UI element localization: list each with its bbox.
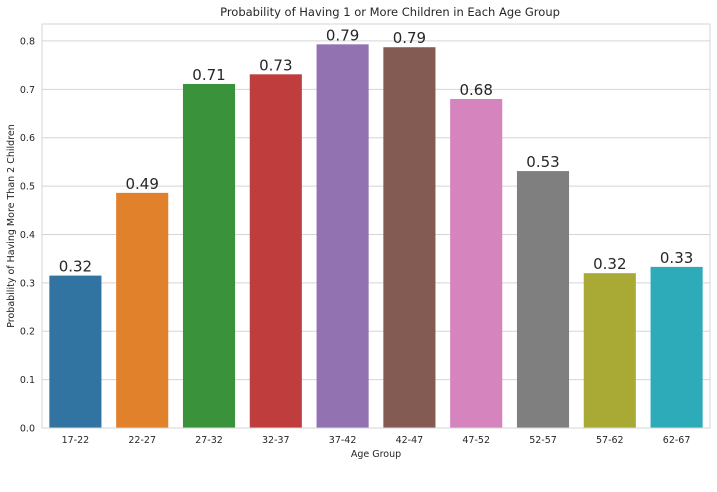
y-tick-label: 0.4 bbox=[20, 230, 35, 241]
y-tick-label: 0.8 bbox=[20, 36, 35, 47]
x-tick-label: 52-57 bbox=[529, 435, 557, 446]
bar-62-67 bbox=[650, 266, 703, 428]
data-label: 0.73 bbox=[259, 56, 292, 74]
x-tick-label: 42-47 bbox=[396, 435, 424, 446]
y-tick-labels: 0.0 0.1 0.2 0.3 0.4 0.5 0.6 0.7 0.8 bbox=[20, 36, 35, 434]
bar-42-47 bbox=[383, 47, 436, 429]
x-axis-label: Age Group bbox=[351, 449, 401, 460]
bar-52-57 bbox=[516, 171, 570, 429]
x-tick-label: 57-62 bbox=[596, 435, 624, 446]
y-tick-label: 0.7 bbox=[20, 85, 35, 96]
chart-title: Probability of Having 1 or More Children… bbox=[220, 5, 560, 19]
bar-17-22 bbox=[49, 275, 102, 428]
x-tick-label: 32-37 bbox=[262, 435, 290, 446]
x-tick-label: 62-67 bbox=[663, 435, 691, 446]
bar-32-37 bbox=[249, 74, 302, 428]
bars bbox=[49, 44, 703, 429]
data-labels: 0.32 0.49 0.71 0.73 0.79 0.79 0.68 0.53 0.32 0.33 bbox=[59, 26, 694, 275]
bar-37-42 bbox=[316, 44, 369, 429]
data-label: 0.32 bbox=[59, 258, 92, 276]
y-tick-label: 0.6 bbox=[20, 133, 35, 144]
data-label: 0.79 bbox=[326, 26, 359, 44]
data-label: 0.71 bbox=[192, 66, 225, 84]
data-label: 0.33 bbox=[660, 249, 693, 267]
data-label: 0.79 bbox=[393, 29, 426, 47]
y-tick-label: 0.0 bbox=[20, 424, 35, 435]
x-tick-label: 27-32 bbox=[195, 435, 223, 446]
y-tick-label: 0.1 bbox=[20, 375, 35, 386]
y-tick-label: 0.3 bbox=[20, 278, 35, 289]
data-label: 0.32 bbox=[593, 255, 626, 273]
data-label: 0.68 bbox=[459, 81, 492, 99]
y-tick-label: 0.2 bbox=[20, 327, 35, 338]
bar-22-27 bbox=[116, 192, 169, 428]
bar-57-62 bbox=[583, 273, 636, 428]
x-tick-labels: 17-22 22-27 27-32 32-37 37-42 42-47 47-52 52-57… bbox=[62, 435, 691, 446]
plot-frame bbox=[41, 23, 711, 429]
x-tick-label: 17-22 bbox=[62, 435, 90, 446]
y-tick-label: 0.5 bbox=[20, 182, 35, 193]
x-tick-label: 22-27 bbox=[128, 435, 156, 446]
bar-27-32 bbox=[182, 83, 236, 428]
x-tick-label: 47-52 bbox=[462, 435, 490, 446]
y-axis-label: Probability of Having More Than 2 Childr… bbox=[6, 124, 17, 328]
data-label: 0.49 bbox=[125, 175, 158, 193]
data-label: 0.53 bbox=[526, 153, 559, 171]
bar-47-52 bbox=[450, 98, 503, 428]
x-tick-label: 37-42 bbox=[329, 435, 357, 446]
